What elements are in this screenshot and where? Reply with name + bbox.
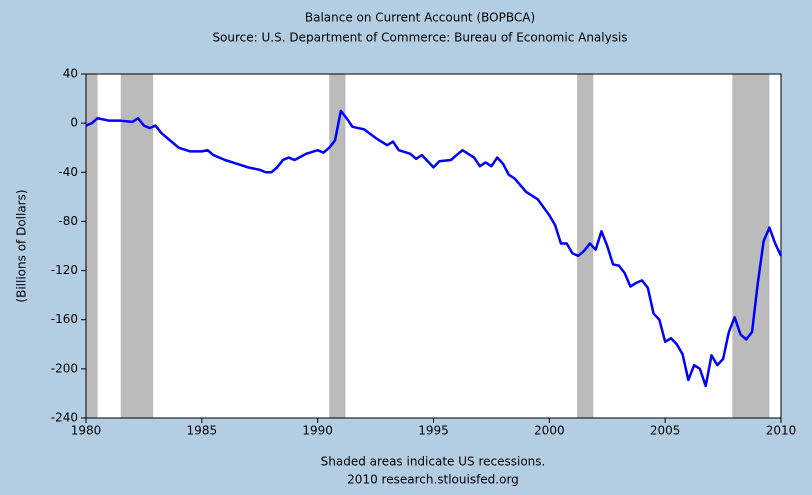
plot-area <box>86 74 781 418</box>
y-tick-label: -200 <box>51 361 78 375</box>
y-tick-label: 40 <box>63 67 78 81</box>
x-tick-label: 1980 <box>71 424 102 438</box>
x-tick-label: 1985 <box>187 424 218 438</box>
line <box>85 109 783 388</box>
y-tick-label: 0 <box>70 116 78 130</box>
footnote: Shaded areas indicate US recessions. <box>321 455 546 469</box>
y-tick-label: -240 <box>51 411 78 425</box>
recession-band <box>577 74 594 418</box>
chart-title: Balance on Current Account (BOPBCA) <box>305 11 535 25</box>
credit: 2010 research.stlouisfed.org <box>347 473 519 487</box>
y-tick-label: -120 <box>51 263 78 277</box>
y-axis-label: (Billions of Dollars) <box>15 189 29 302</box>
chart-subtitle: Source: U.S. Department of Commerce: Bur… <box>212 31 627 45</box>
x-tick-label: 2010 <box>766 424 797 438</box>
recession-band <box>329 74 346 418</box>
y-tick-label: -80 <box>58 214 78 228</box>
x-tick-label: 1995 <box>418 424 449 438</box>
recession-band <box>120 74 154 418</box>
plot-border <box>85 73 782 419</box>
x-tick-label: 2000 <box>534 424 565 438</box>
recession-band <box>86 74 98 418</box>
x-tick-label: 2005 <box>650 424 681 438</box>
y-tick-label: -160 <box>51 312 78 326</box>
y-tick-label: -40 <box>58 165 78 179</box>
x-tick-label: 1990 <box>302 424 333 438</box>
